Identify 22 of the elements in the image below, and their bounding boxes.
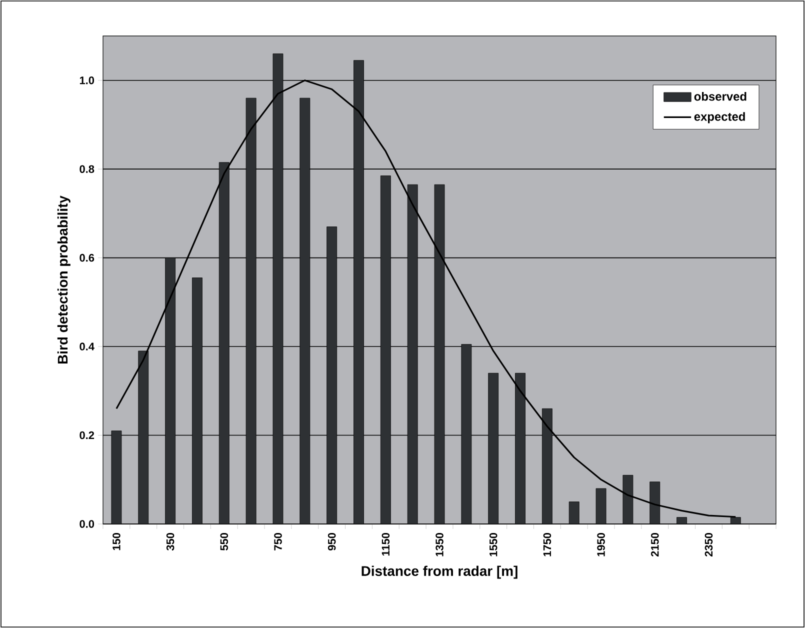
y-axis-title: Bird detection probability	[57, 196, 70, 364]
x-tick-label: 550	[220, 532, 228, 550]
legend-label: expected	[694, 112, 745, 124]
x-tick-label: 1350	[436, 532, 444, 556]
x-tick-label: 350	[166, 532, 174, 551]
y-tick-label: 0.2	[80, 431, 94, 440]
y-tick-label: 0.4	[80, 342, 94, 350]
x-tick-label: 1750	[543, 532, 552, 556]
x-tick-label: 150	[112, 532, 120, 550]
x-axis-title: Distance from radar [m]	[362, 566, 518, 579]
legend-label: observed	[694, 92, 746, 101]
x-tick-label: 1150	[382, 532, 390, 556]
y-tick-label: 1.0	[80, 76, 94, 84]
x-tick-label: 750	[274, 532, 282, 550]
x-tick-label: 1550	[489, 532, 498, 556]
x-tick-label: 1950	[597, 532, 605, 556]
x-tick-label: 950	[328, 532, 336, 550]
x-tick-label: 2150	[651, 532, 659, 557]
y-tick-label: 0.8	[80, 165, 94, 173]
y-tick-label: 0.6	[80, 254, 94, 262]
y-tick-label: 0.0	[80, 520, 94, 528]
x-tick-label: 2350	[704, 532, 713, 557]
